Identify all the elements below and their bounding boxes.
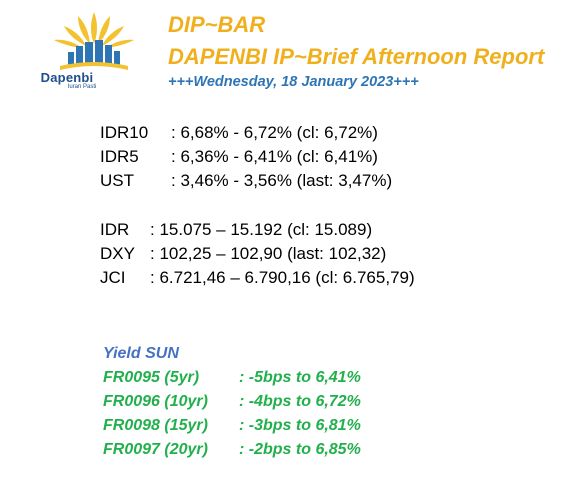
fx-section: IDR : 15.075 – 15.192 (cl: 15.089) DXY : 1… — [100, 218, 415, 290]
report-date: +++Wednesday, 18 January 2023+++ — [168, 74, 419, 90]
bond-change: : -5bps to 6,41% — [239, 369, 361, 386]
report-title: DIP~BAR — [168, 12, 266, 37]
bond-code: FR0096 (10yr) — [103, 393, 208, 410]
fx-label: JCI — [100, 268, 126, 287]
fx-row: JCI : 6.721,46 – 6.790,16 (cl: 6.765,79) — [100, 266, 415, 290]
rate-row: UST : 3,46% - 3,56% (last: 3,47%) — [100, 169, 392, 193]
rate-row: IDR10 : 6,68% - 6,72% (cl: 6,72%) — [100, 121, 392, 145]
fx-value: : 102,25 – 102,90 (last: 102,32) — [150, 244, 387, 263]
yield-row: FR0098 (15yr) : -3bps to 6,81% — [103, 414, 361, 438]
bond-code: FR0098 (15yr) — [103, 417, 208, 434]
fx-row: IDR : 15.075 – 15.192 (cl: 15.089) — [100, 218, 415, 242]
fx-label: IDR — [100, 220, 130, 239]
fx-value: : 15.075 – 15.192 (cl: 15.089) — [150, 220, 373, 239]
rate-label: UST — [100, 171, 134, 190]
bond-change: : -2bps to 6,85% — [239, 441, 361, 458]
rate-value: : 6,36% - 6,41% (cl: 6,41%) — [171, 147, 378, 166]
bond-change: : -4bps to 6,72% — [239, 393, 361, 410]
rate-row: IDR5 : 6,36% - 6,41% (cl: 6,41%) — [100, 145, 392, 169]
fx-row: DXY : 102,25 – 102,90 (last: 102,32) — [100, 242, 415, 266]
rate-value: : 6,68% - 6,72% (cl: 6,72%) — [171, 123, 378, 142]
brand-tagline: Iuran Pasti — [67, 84, 97, 90]
yield-row: FR0097 (20yr) : -2bps to 6,85% — [103, 438, 361, 462]
yield-sun-title: Yield SUN — [103, 345, 179, 362]
rate-label: IDR5 — [100, 147, 139, 166]
sunburst-city-icon — [54, 12, 134, 70]
report-subtitle: DAPENBI IP~Brief Afternoon Report — [168, 44, 545, 69]
yield-row: FR0095 (5yr) : -5bps to 6,41% — [103, 366, 361, 390]
rate-value: : 3,46% - 3,56% (last: 3,47%) — [171, 171, 393, 190]
yield-sun-section: Yield SUN FR0095 (5yr) : -5bps to 6,41% F… — [103, 342, 361, 462]
dapenbi-logo — [38, 4, 150, 96]
fx-value: : 6.721,46 – 6.790,16 (cl: 6.765,79) — [150, 268, 415, 287]
bond-code: FR0095 (5yr) — [103, 369, 200, 386]
bond-change: : -3bps to 6,81% — [239, 417, 361, 434]
fx-label: DXY — [100, 244, 135, 263]
yield-row: FR0096 (10yr) : -4bps to 6,72% — [103, 390, 361, 414]
bond-code: FR0097 (20yr) — [103, 441, 208, 458]
rate-label: IDR10 — [100, 123, 149, 142]
rates-section: IDR10 : 6,68% - 6,72% (cl: 6,72%) IDR5 : 6… — [100, 121, 392, 193]
brand-name: Dapenbi — [40, 70, 94, 85]
